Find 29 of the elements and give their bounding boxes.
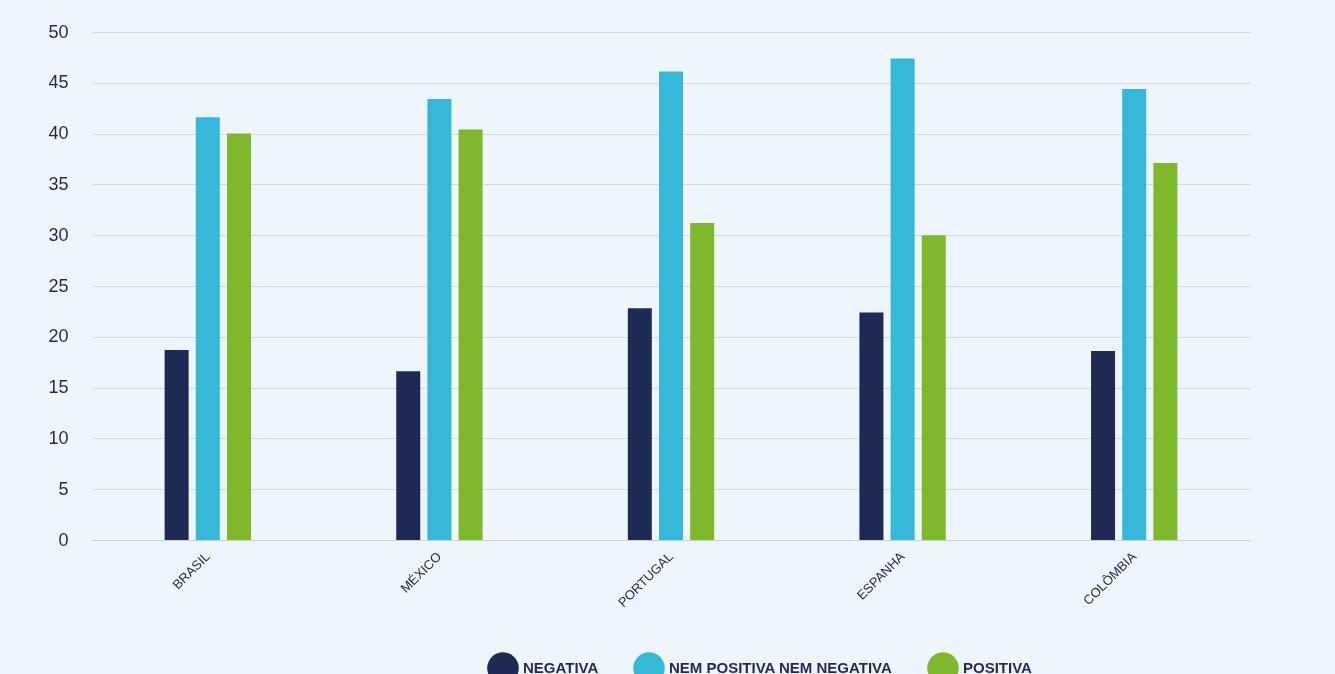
legend-label: NEGATIVA	[523, 659, 599, 674]
bar	[396, 371, 421, 540]
y-tick-label: 20	[48, 326, 69, 347]
y-tick-label: 10	[48, 427, 69, 448]
y-tick-label: 30	[48, 224, 69, 245]
bar	[427, 99, 452, 540]
bar	[1091, 351, 1116, 540]
bar	[458, 129, 483, 540]
bar	[164, 350, 189, 540]
bar	[890, 58, 915, 540]
y-tick-label: 5	[58, 478, 69, 499]
y-tick-label: 50	[48, 21, 69, 42]
y-tick-label: 40	[48, 123, 69, 144]
y-tick-label: 15	[48, 377, 69, 398]
bar	[1153, 163, 1178, 540]
legend-label: POSITIVA	[963, 659, 1033, 674]
bar	[690, 223, 715, 540]
bar	[659, 71, 683, 540]
bar	[1122, 88, 1147, 540]
y-tick-label: 25	[48, 275, 69, 296]
bar	[627, 308, 652, 540]
bar	[195, 117, 220, 540]
bar	[921, 235, 946, 540]
bar	[859, 312, 884, 540]
y-tick-label: 35	[48, 173, 69, 194]
legend-label: NEM POSITIVA NEM NEGATIVA	[669, 659, 892, 674]
y-tick-label: 0	[58, 529, 69, 550]
y-tick-label: 45	[48, 72, 69, 93]
bar	[226, 133, 251, 540]
